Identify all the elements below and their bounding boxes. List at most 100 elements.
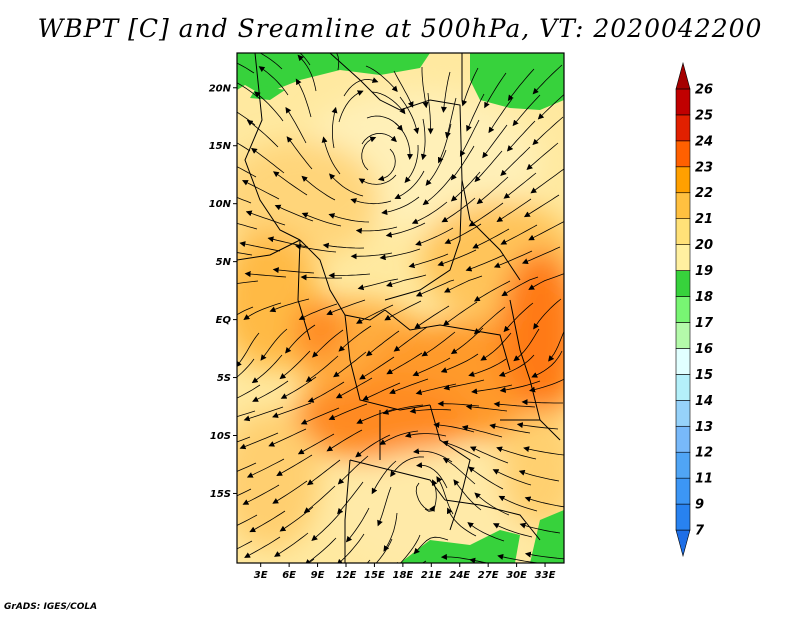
streamline [297,54,317,92]
streamline [272,171,308,196]
streamline [408,253,449,269]
streamline [480,332,512,361]
streamline [272,480,308,504]
streamline [424,479,438,512]
streamline [361,132,397,145]
colorbar-swatch [675,61,691,90]
streamline [237,306,254,316]
lon-tick-label: 24E [449,570,470,581]
streamline [269,298,310,313]
streamline [260,328,288,361]
colorbar-swatch [675,218,691,245]
colorbar-swatch [675,244,691,271]
streamline [474,150,503,183]
streamline [237,436,251,443]
streamline [295,243,337,253]
streamline [474,492,510,516]
streamline [459,119,480,157]
streamline [393,70,414,108]
streamline [276,454,313,476]
streamline [384,300,422,321]
lon-tick-label: 3E [254,570,268,581]
streamline [472,228,510,249]
streamline [303,485,336,514]
streamline [329,173,364,197]
streamline [362,382,401,401]
colorbar-swatch [675,296,691,323]
streamline [258,66,289,96]
streamline [467,522,505,542]
streamline [322,242,365,249]
streamline [386,274,427,288]
streamline [492,469,532,486]
streamline [437,249,477,267]
streamline [243,302,282,320]
longitude-axis: 3E 6E 9E 12E 15E 18E 21E 24E 27E 30E 33E [254,563,556,581]
country-borders [237,53,561,563]
streamline [299,53,311,66]
streamline [272,267,315,274]
streamline [389,378,429,395]
streamline [523,446,564,456]
streamline [532,116,564,146]
streamline [465,254,505,272]
streamline [328,403,368,421]
streamline [412,357,451,377]
streamline [488,98,513,134]
colorbar-label: 24 [695,134,713,149]
streamlines [237,53,564,563]
streamline [532,64,563,95]
streamline [237,332,260,368]
streamline [246,458,285,478]
colorbar-swatch [675,140,691,168]
streamline [336,533,365,563]
colorbar-swatch [675,88,691,116]
streamline [377,148,396,182]
streamline [441,440,481,459]
streamline [345,507,370,543]
streamline [453,479,482,511]
streamline [243,406,284,422]
colorbar-label: 23 [695,160,713,175]
streamline [295,78,312,118]
streamline [239,241,281,252]
streamline [533,298,562,330]
streamline [311,511,342,541]
streamline [484,72,507,109]
streamline [338,90,364,123]
streamline [268,428,307,447]
streamline [461,67,479,107]
streamline [416,462,448,489]
streamline [507,68,535,102]
streamline [500,224,538,245]
colorbar-label: 14 [695,394,713,409]
streamline [468,466,504,490]
streamline [489,423,531,434]
streamline [379,248,421,261]
streamline [496,198,532,223]
streamline [366,330,400,357]
streamline [237,280,259,284]
streamline [358,174,397,185]
streamline [237,384,261,399]
streamline [237,410,256,418]
colorbar-label: 17 [695,316,714,331]
colorbar-label: 20 [695,238,713,253]
streamline [526,142,559,170]
streamline [312,329,344,358]
streamline [496,446,537,460]
streamline [394,122,414,160]
streamline [272,402,312,418]
lon-tick-label: 30E [506,570,527,581]
colorbar-swatch [675,374,691,401]
streamline [274,204,314,222]
plot-frame [236,52,565,564]
streamline [414,305,450,329]
colorbar-swatch [675,192,691,219]
streamline [343,77,379,97]
streamline [482,124,508,159]
streamline [328,272,371,279]
colorbar-swatch [675,114,691,142]
colorbar: 7 9 11 12 13 14 15 16 17 18 19 20 21 22 23 24 25 26 [675,61,714,558]
streamline [365,65,398,93]
